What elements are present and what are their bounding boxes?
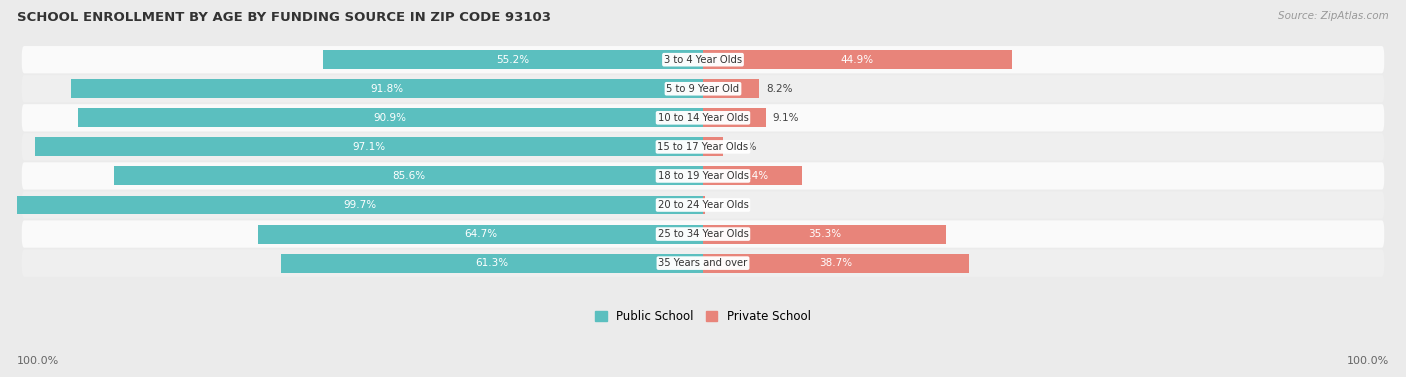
FancyBboxPatch shape [21, 133, 1385, 161]
Text: 97.1%: 97.1% [353, 142, 385, 152]
FancyBboxPatch shape [21, 104, 1385, 132]
Text: 8.2%: 8.2% [766, 84, 793, 94]
Bar [703, 254, 969, 273]
Bar [703, 138, 723, 156]
Text: 25 to 34 Year Olds: 25 to 34 Year Olds [658, 229, 748, 239]
Bar [703, 79, 759, 98]
Text: 3 to 4 Year Olds: 3 to 4 Year Olds [664, 55, 742, 65]
Text: 85.6%: 85.6% [392, 171, 425, 181]
FancyBboxPatch shape [21, 250, 1385, 277]
Text: 64.7%: 64.7% [464, 229, 496, 239]
Bar [72, 79, 703, 98]
Text: Source: ZipAtlas.com: Source: ZipAtlas.com [1278, 11, 1389, 21]
FancyBboxPatch shape [21, 162, 1385, 190]
Bar [17, 196, 703, 215]
FancyBboxPatch shape [21, 75, 1385, 103]
Text: 10 to 14 Year Olds: 10 to 14 Year Olds [658, 113, 748, 123]
Bar [257, 225, 703, 244]
Text: 14.4%: 14.4% [735, 171, 769, 181]
Text: 99.7%: 99.7% [343, 200, 377, 210]
Bar [281, 254, 703, 273]
Text: 5 to 9 Year Old: 5 to 9 Year Old [666, 84, 740, 94]
Text: SCHOOL ENROLLMENT BY AGE BY FUNDING SOURCE IN ZIP CODE 93103: SCHOOL ENROLLMENT BY AGE BY FUNDING SOUR… [17, 11, 551, 24]
FancyBboxPatch shape [21, 192, 1385, 219]
Text: 15 to 17 Year Olds: 15 to 17 Year Olds [658, 142, 748, 152]
Bar [703, 196, 706, 215]
Text: 35 Years and over: 35 Years and over [658, 258, 748, 268]
Bar [323, 50, 703, 69]
Text: 44.9%: 44.9% [841, 55, 875, 65]
Bar [703, 167, 801, 185]
FancyBboxPatch shape [21, 46, 1385, 74]
Text: 55.2%: 55.2% [496, 55, 530, 65]
Bar [703, 50, 1012, 69]
Text: 61.3%: 61.3% [475, 258, 509, 268]
Bar [35, 138, 703, 156]
Legend: Public School, Private School: Public School, Private School [595, 310, 811, 323]
Text: 0.33%: 0.33% [713, 200, 745, 210]
Text: 18 to 19 Year Olds: 18 to 19 Year Olds [658, 171, 748, 181]
Bar [77, 108, 703, 127]
Text: 100.0%: 100.0% [1347, 356, 1389, 366]
Text: 9.1%: 9.1% [772, 113, 799, 123]
Text: 100.0%: 100.0% [17, 356, 59, 366]
Text: 91.8%: 91.8% [371, 84, 404, 94]
Bar [703, 225, 946, 244]
Bar [114, 167, 703, 185]
Text: 20 to 24 Year Olds: 20 to 24 Year Olds [658, 200, 748, 210]
Text: 90.9%: 90.9% [374, 113, 406, 123]
FancyBboxPatch shape [21, 221, 1385, 248]
Text: 35.3%: 35.3% [808, 229, 841, 239]
Text: 38.7%: 38.7% [820, 258, 852, 268]
Bar [703, 108, 766, 127]
Text: 2.9%: 2.9% [730, 142, 756, 152]
